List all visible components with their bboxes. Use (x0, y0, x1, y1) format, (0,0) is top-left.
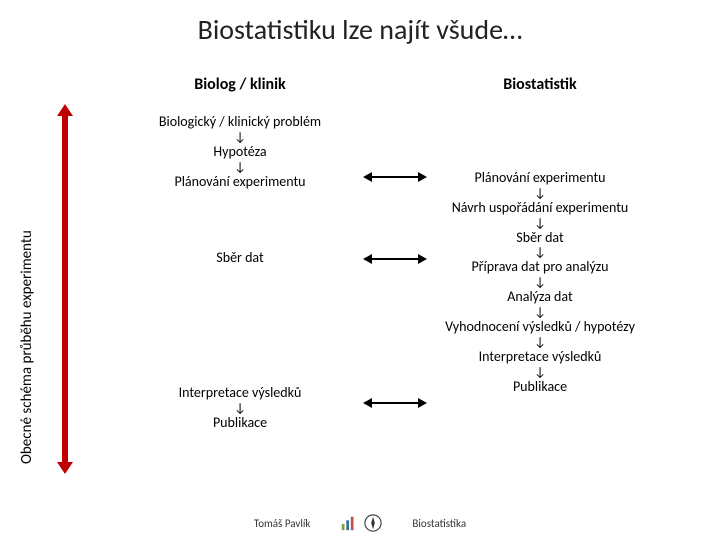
footer-logos (340, 514, 382, 532)
left-step: Biologický / klinický problém (159, 114, 321, 131)
slide-title: Biostatistiku lze najít všude… (0, 0, 720, 47)
connector-arrow (370, 176, 420, 178)
right-step: Příprava dat pro analýzu (471, 259, 608, 276)
footer-subject: Biostatistika (412, 517, 466, 530)
university-logo-icon (364, 514, 382, 532)
right-step: Publikace (513, 379, 567, 396)
footer-author: Tomáš Pavlík (254, 517, 311, 530)
left-column: Biologický / klinický problém ↓ Hypotéza… (90, 114, 390, 484)
left-column-header: Biolog / klinik (90, 75, 390, 94)
right-column: Plánování experimentu ↓ Návrh uspořádání… (390, 114, 690, 484)
right-step: Analýza dat (507, 289, 572, 306)
left-step: Interpretace výsledků (179, 385, 302, 402)
vertical-arrow (62, 114, 68, 464)
down-arrow-icon: ↓ (234, 161, 246, 174)
vertical-axis-label: Obecné schéma průběhu experimentu (18, 230, 36, 464)
column-headers: Biolog / klinik Biostatistik (0, 75, 720, 94)
right-column-header: Biostatistik (390, 75, 690, 94)
left-step: Publikace (213, 415, 267, 432)
right-step: Vyhodnocení výsledků / hypotézy (445, 319, 635, 336)
connector-arrow (370, 402, 420, 404)
down-arrow-icon: ↓ (534, 187, 546, 200)
right-step: Plánování experimentu (474, 170, 605, 187)
right-step: Interpretace výsledků (479, 349, 602, 366)
left-step: Hypotéza (213, 144, 266, 161)
down-arrow-icon: ↓ (534, 366, 546, 379)
right-step: Návrh uspořádání experimentu (452, 200, 629, 217)
left-step: Plánování experimentu (174, 174, 305, 191)
diagram-content: Obecné schéma průběhu experimentu Biolog… (0, 114, 720, 484)
slide-footer: Tomáš Pavlík Biostatistika (0, 514, 720, 532)
down-arrow-icon: ↓ (534, 336, 546, 349)
down-arrow-icon: ↓ (534, 217, 546, 230)
iba-logo-icon (340, 514, 358, 532)
down-arrow-icon: ↓ (234, 131, 246, 144)
right-step: Sběr dat (516, 230, 563, 247)
left-step: Sběr dat (216, 250, 263, 267)
connector-arrow (370, 258, 420, 260)
